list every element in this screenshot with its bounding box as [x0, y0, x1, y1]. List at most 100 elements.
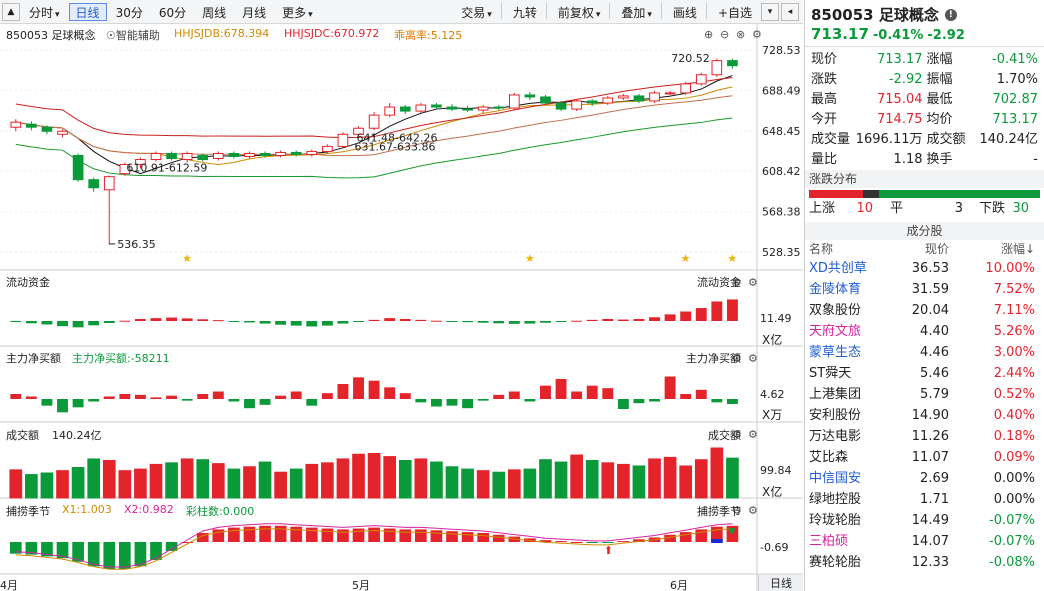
table-row[interactable]: 天府文旅 4.40 5.26% [805, 321, 1044, 342]
minus-icon[interactable]: ⊖ [720, 28, 729, 41]
flow-bar [508, 321, 520, 324]
table-row[interactable]: 金陵体育 31.59 7.52% [805, 279, 1044, 300]
tool-0[interactable]: 交易 ▾ [454, 3, 499, 21]
plus-icon[interactable]: ⊕ [704, 28, 713, 41]
gear-icon[interactable]: ⚙ [748, 352, 758, 365]
candle[interactable] [633, 93, 645, 104]
candle[interactable] [618, 93, 629, 100]
settings-icon[interactable]: ⚙ [732, 276, 742, 289]
candle[interactable] [446, 104, 458, 112]
candle[interactable] [727, 58, 738, 69]
candle[interactable] [649, 90, 660, 104]
tool-1[interactable]: 九转 [506, 3, 544, 21]
candle[interactable] [119, 162, 131, 176]
candle[interactable] [166, 151, 177, 161]
tab-4[interactable]: 周线 [195, 3, 233, 21]
table-row[interactable]: 蒙草生态 4.46 3.00% [805, 342, 1044, 363]
gear-icon[interactable]: ⚙ [748, 504, 758, 517]
table-row[interactable]: 玲珑轮胎 14.49 -0.07% [805, 510, 1044, 531]
candle[interactable] [415, 103, 427, 114]
gear-icon[interactable]: ⚙ [752, 28, 762, 41]
candle[interactable] [571, 98, 582, 112]
candle[interactable] [462, 106, 473, 113]
tab-1[interactable]: 日线 [68, 2, 107, 21]
table-row[interactable]: 赛轮轮胎 12.33 -0.08% [805, 552, 1044, 573]
candle[interactable] [306, 149, 318, 157]
candle[interactable] [26, 121, 37, 131]
volume-bar [539, 459, 552, 499]
candle[interactable] [72, 153, 84, 182]
candle[interactable] [275, 150, 286, 158]
tool-3[interactable]: 叠加 ▾ [614, 3, 659, 21]
candle[interactable] [680, 81, 692, 95]
candle[interactable] [103, 175, 115, 245]
candle[interactable] [477, 105, 489, 114]
tool-2[interactable]: 前复权 ▾ [551, 3, 608, 21]
candle[interactable] [431, 103, 442, 110]
tool-4[interactable]: 画线 [666, 3, 704, 21]
candle[interactable] [259, 151, 271, 158]
gear-icon[interactable]: ⚙ [748, 428, 758, 441]
toolbar-collapse-icon[interactable]: ◂ [781, 2, 799, 21]
table-row[interactable]: 安利股份 14.90 0.40% [805, 405, 1044, 426]
candle[interactable] [493, 105, 505, 111]
candle[interactable] [244, 151, 255, 159]
candle[interactable] [664, 90, 676, 95]
candle[interactable] [228, 151, 240, 159]
tab-6[interactable]: 更多 ▾ [275, 3, 320, 21]
candle[interactable] [41, 125, 53, 135]
settings-icon[interactable]: ⚙ [732, 428, 742, 441]
candle[interactable] [337, 132, 349, 149]
candle[interactable] [555, 100, 567, 112]
toolbar-menu-icon[interactable]: ▾ [761, 2, 779, 21]
candle[interactable] [540, 94, 551, 106]
kline-chart[interactable]: 728.53 688.49 648.45 608.42 568.38 528.35 720.… [0, 24, 803, 591]
table-row[interactable]: 中信国安 2.69 0.00% [805, 468, 1044, 489]
table-row[interactable]: 绿地控股 1.71 0.00% [805, 489, 1044, 510]
col-change[interactable]: 涨幅↓ [1000, 242, 1035, 256]
chart-area[interactable]: 728.53 688.49 648.45 608.42 568.38 528.35 720.… [0, 24, 803, 591]
table-row[interactable]: ST舜天 5.46 2.44% [805, 363, 1044, 384]
candle[interactable] [212, 151, 224, 161]
candle[interactable] [602, 95, 614, 106]
tab-0[interactable]: 分时 ▾ [22, 3, 67, 21]
candle[interactable] [10, 119, 22, 132]
candle[interactable] [197, 153, 209, 162]
table-row[interactable]: 艾比森 11.07 0.09% [805, 447, 1044, 468]
candle[interactable] [57, 129, 68, 138]
assist-toggle[interactable]: ☉智能辅助 [106, 29, 160, 42]
table-row[interactable]: XD共创草 36.53 10.00% [805, 258, 1044, 279]
gear-icon[interactable]: ⚙ [748, 276, 758, 289]
candle[interactable] [399, 105, 411, 115]
table-row[interactable]: 上港集团 5.79 0.52% [805, 384, 1044, 405]
candle[interactable] [524, 91, 536, 100]
tab-2[interactable]: 30分 [109, 3, 150, 21]
tab-3[interactable]: 60分 [152, 3, 193, 21]
candle[interactable] [508, 92, 520, 111]
candle[interactable] [695, 72, 707, 86]
tool-5[interactable]: +自选 [711, 3, 759, 21]
col-name[interactable]: 名称 [809, 242, 834, 256]
settings-icon[interactable]: ⚙ [732, 352, 742, 365]
candle[interactable] [353, 126, 364, 138]
table-row[interactable]: 双象股份 20.04 7.11% [805, 300, 1044, 321]
candle[interactable] [181, 151, 193, 163]
candle[interactable] [88, 177, 100, 192]
close-icon[interactable]: ⊗ [736, 28, 745, 41]
period-tab-day[interactable]: 日线 [758, 575, 803, 591]
candle[interactable] [150, 151, 162, 162]
col-price[interactable]: 现价 [924, 242, 949, 256]
tab-5[interactable]: 月线 [235, 3, 273, 21]
candle[interactable] [135, 157, 146, 169]
candle[interactable] [586, 98, 598, 107]
candle[interactable] [384, 103, 396, 118]
candle[interactable] [322, 144, 333, 154]
settings-icon[interactable]: ⚙ [732, 504, 742, 517]
table-row[interactable]: 万达电影 11.26 0.18% [805, 426, 1044, 447]
collapse-icon[interactable]: ▲ [2, 2, 20, 21]
table-row[interactable]: 三柏硕 14.07 -0.07% [805, 531, 1044, 552]
info-icon[interactable]: ! [944, 8, 957, 21]
candle[interactable] [290, 150, 302, 157]
candle[interactable] [368, 112, 380, 131]
candle[interactable] [711, 58, 723, 77]
